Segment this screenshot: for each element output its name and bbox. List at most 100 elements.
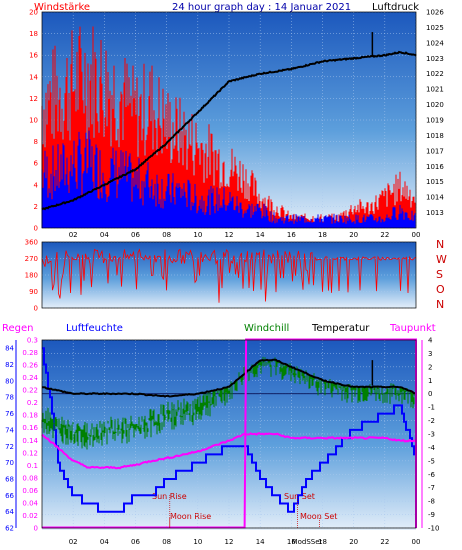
- direction-y-tick-label: 270: [25, 255, 38, 263]
- rain-y-tick-label: 0.14: [22, 437, 38, 445]
- legend-regen: Regen: [2, 323, 34, 334]
- temp-x-tick-label: 12: [225, 538, 234, 546]
- humidity-series: [42, 347, 417, 513]
- direction-y-tick-label: 90: [29, 288, 38, 296]
- temp-y-tick-label: 2: [428, 363, 432, 371]
- humidity-y-tick-label: 74: [5, 426, 14, 434]
- temp-y-tick-label: -2: [428, 417, 435, 425]
- wind-y-tick-label: 2: [34, 203, 38, 211]
- temp-x-tick-label: 20: [349, 538, 358, 546]
- temp-y-tick-label: -8: [428, 498, 435, 506]
- wind-y-tick-label: 16: [29, 52, 38, 60]
- temp-y-tick-label: 0: [428, 390, 432, 398]
- rain-y-tick-label: 0.04: [22, 499, 38, 507]
- wind-pressure-chart: 0246810121416182010131014101510161017101…: [29, 9, 444, 240]
- humidity-y-tick-label: 64: [5, 508, 14, 516]
- humidity-y-tick-label: 84: [5, 345, 14, 353]
- wind-y-tick-label: 4: [34, 181, 39, 189]
- direction-compass-label: O: [436, 283, 445, 296]
- rain-y-tick-label: 0.16: [22, 424, 38, 432]
- direction-compass-label: W: [436, 253, 447, 266]
- annotation-sun-rise: Sun Rise: [152, 492, 187, 501]
- pressure-y-tick-label: 1015: [426, 178, 444, 186]
- wind-x-tick-label: 16: [287, 231, 296, 239]
- wind-x-tick-label: 06: [131, 231, 140, 239]
- temp-y-tick-label: 3: [428, 350, 432, 358]
- humidity-y-tick-label: 62: [5, 525, 14, 533]
- direction-panel-frame: [41, 241, 417, 309]
- header-right-label: Luftdruck: [372, 2, 419, 13]
- legend-temperatur: Temperatur: [311, 323, 370, 334]
- pressure-y-tick-label: 1024: [426, 39, 444, 47]
- rain-y-tick-label: 0.24: [22, 374, 38, 382]
- pressure-y-tick-label: 1018: [426, 132, 444, 140]
- temp-y-tick-label: -1: [428, 404, 435, 412]
- humidity-y-tick-label: 78: [5, 394, 14, 402]
- rain-y-tick-label: 0: [34, 525, 38, 533]
- humidity-y-tick-label: 72: [5, 443, 14, 451]
- wind-x-tick-label: 10: [193, 231, 202, 239]
- rain-y-tick-label: 0.2: [27, 399, 38, 407]
- pressure-y-tick-label: 1026: [426, 9, 444, 17]
- temp-x-tick-label: 00: [412, 538, 421, 546]
- wind-x-tick-label: 22: [380, 231, 389, 239]
- humidity-y-tick-label: 82: [5, 361, 14, 369]
- temp-x-tick-label: 14: [256, 538, 265, 546]
- wind-y-tick-label: 14: [29, 73, 38, 81]
- wind-y-tick-label: 18: [29, 30, 38, 38]
- rain-y-tick-label: 0.06: [22, 487, 38, 495]
- pressure-y-tick-label: 1023: [426, 55, 444, 63]
- temp-panel-frame: [41, 339, 417, 529]
- pressure-y-tick-label: 1025: [426, 24, 444, 32]
- rain-y-tick-label: 0.1: [27, 462, 38, 470]
- wind-y-tick-label: 12: [29, 95, 38, 103]
- humidity-y-tick-label: 68: [5, 475, 14, 483]
- wind-y-tick-label: 8: [34, 138, 38, 146]
- wind-y-tick-label: 0: [34, 225, 38, 233]
- wind-direction-series: [41, 248, 416, 303]
- rain-y-tick-label: 0.02: [22, 512, 38, 520]
- pressure-y-tick-label: 1019: [426, 117, 444, 125]
- humidity-y-tick-label: 70: [5, 459, 14, 467]
- wind-y-tick-label: 20: [29, 9, 38, 17]
- annotation-moon-rise: Moon Rise: [170, 512, 211, 521]
- annotation-moon-set: Moon Set: [300, 512, 337, 521]
- wind-x-tick-label: 04: [100, 231, 109, 239]
- pressure-series: [41, 50, 417, 211]
- pressure-y-tick-label: 1022: [426, 70, 444, 78]
- direction-y-tick-label: 0: [34, 305, 38, 313]
- rain-y-tick-label: 0.08: [22, 474, 38, 482]
- direction-compass-label: N: [436, 298, 444, 311]
- temp-y-tick-label: -4: [428, 444, 436, 452]
- direction-compass-label: N: [436, 238, 444, 251]
- wind-x-tick-label: 02: [69, 231, 78, 239]
- legend-luftfeuchte: Luftfeuchte: [66, 323, 123, 334]
- temp-y-tick-label: -3: [428, 431, 435, 439]
- wind-y-tick-label: 6: [34, 160, 39, 168]
- pressure-y-tick-label: 1013: [426, 209, 444, 217]
- temp-y-tick-label: -10: [428, 525, 439, 533]
- legend-windchill: Windchill: [244, 323, 289, 334]
- header-left-label: Windstärke: [34, 2, 90, 13]
- temp-y-tick-label: -5: [428, 457, 435, 465]
- temp-y-tick-label: 1: [428, 377, 432, 385]
- rain-y-tick-label: 0.12: [22, 449, 38, 457]
- pressure-y-tick-label: 1014: [426, 194, 444, 202]
- wind-panel-frame: [41, 11, 417, 229]
- temp-x-tick-label: 06: [131, 538, 140, 546]
- humidity-y-tick-label: 80: [5, 377, 14, 385]
- rain-y-tick-label: 0.3: [27, 337, 38, 345]
- temp-x-tick-label: 08: [162, 538, 171, 546]
- direction-y-tick-label: 180: [25, 272, 38, 280]
- pressure-y-tick-label: 1020: [426, 101, 444, 109]
- direction-y-tick-label: 360: [25, 239, 38, 247]
- annotation-sun-set: Sun Set: [284, 492, 315, 501]
- temp-x-tick-label: 16: [287, 538, 296, 546]
- temp-x-tick-label: 22: [380, 538, 389, 546]
- annotation-mod-set: ModSSet: [292, 538, 323, 546]
- temp-x-tick-label: 02: [69, 538, 78, 546]
- wind-y-tick-label: 10: [29, 117, 38, 125]
- pressure-y-tick-label: 1016: [426, 163, 444, 171]
